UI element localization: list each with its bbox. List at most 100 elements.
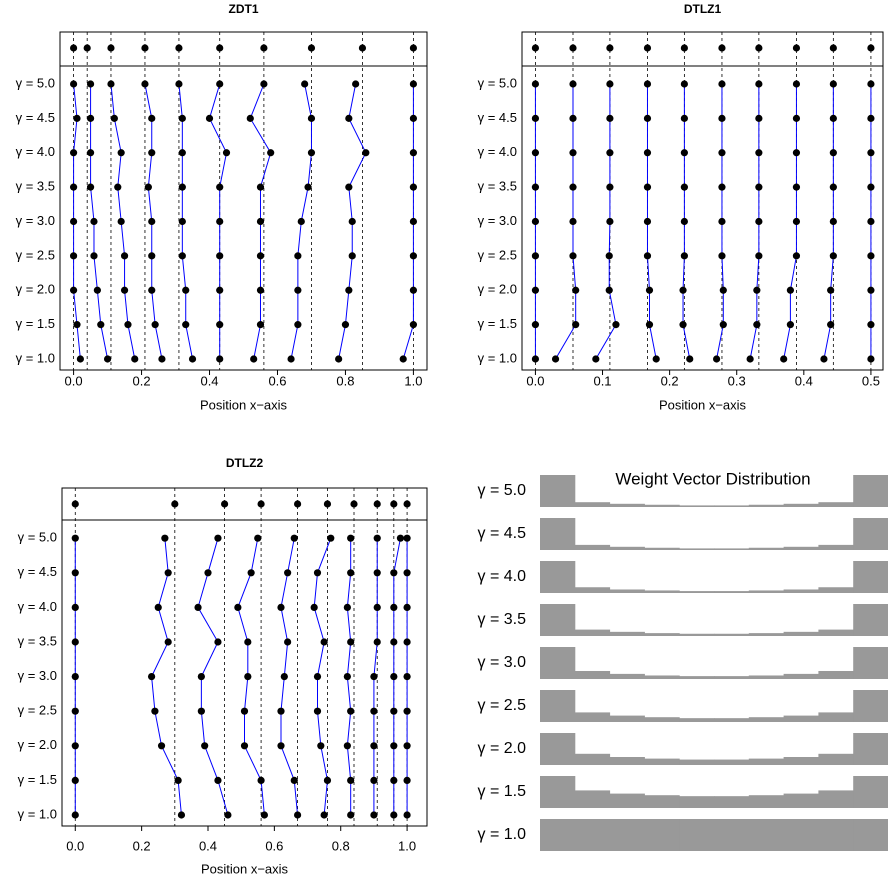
plot-box xyxy=(59,31,428,371)
panel-title: ZDT1 xyxy=(229,2,259,16)
point xyxy=(792,149,801,157)
point xyxy=(93,286,101,294)
weight-bar xyxy=(644,717,680,722)
point xyxy=(399,355,407,363)
point xyxy=(124,321,132,329)
reference-point xyxy=(409,44,418,52)
point xyxy=(712,355,721,363)
point xyxy=(307,149,316,157)
weight-bar xyxy=(540,561,576,593)
point xyxy=(214,776,222,785)
x-tick-label: 0.6 xyxy=(265,838,283,853)
point xyxy=(827,321,835,329)
point xyxy=(867,149,875,157)
point xyxy=(216,183,224,191)
point xyxy=(182,286,190,294)
x-tick-label: 0.2 xyxy=(133,373,151,388)
point xyxy=(256,183,265,191)
point xyxy=(151,321,159,329)
weight-bar xyxy=(714,796,750,808)
weight-bar xyxy=(783,793,819,808)
point xyxy=(194,603,202,612)
point xyxy=(390,811,398,819)
point xyxy=(178,217,186,226)
weight-bar xyxy=(748,590,785,593)
point xyxy=(867,114,875,122)
x-tick-label: 0.6 xyxy=(268,373,286,388)
row-label: γ = 2.5 xyxy=(478,697,527,714)
point xyxy=(569,149,577,157)
x-tick-label: 0.1 xyxy=(593,373,611,388)
reference-point xyxy=(718,44,726,52)
point xyxy=(244,673,252,681)
reference-point xyxy=(141,44,149,52)
column-line xyxy=(151,538,182,816)
point xyxy=(680,252,688,260)
row-label: γ = 1.5 xyxy=(16,316,55,331)
point xyxy=(120,286,129,294)
point xyxy=(348,217,356,226)
row-label: γ = 1.0 xyxy=(478,826,527,843)
point xyxy=(792,114,801,122)
point xyxy=(718,217,726,226)
point xyxy=(304,183,312,191)
weight-bar xyxy=(574,629,611,636)
point xyxy=(205,114,214,122)
point xyxy=(69,252,78,260)
x-tick-label: 0.4 xyxy=(199,838,217,853)
reference-point xyxy=(680,44,688,52)
x-axis-label: Position x−axis xyxy=(201,861,289,876)
weight-bar xyxy=(540,647,576,679)
x-tick-label: 0.8 xyxy=(332,838,350,853)
point xyxy=(76,355,84,363)
point xyxy=(531,217,540,226)
point xyxy=(409,149,418,157)
point xyxy=(755,149,763,157)
point xyxy=(147,673,156,681)
point xyxy=(390,742,398,750)
point xyxy=(284,638,292,646)
point xyxy=(569,80,577,88)
point xyxy=(867,183,875,191)
point xyxy=(531,355,540,363)
weight-bar xyxy=(574,544,611,550)
point xyxy=(246,114,254,122)
weight-bar xyxy=(609,631,645,636)
weight-bar xyxy=(783,631,819,636)
point xyxy=(114,183,122,191)
point xyxy=(290,776,298,785)
point xyxy=(69,149,78,157)
weight-bar xyxy=(714,676,750,679)
row-label: γ = 4.5 xyxy=(16,110,55,125)
point xyxy=(141,80,149,88)
point xyxy=(256,252,265,260)
weight-bar xyxy=(714,548,750,550)
point xyxy=(277,603,285,612)
point xyxy=(679,286,687,294)
point xyxy=(718,80,726,88)
point xyxy=(592,355,600,363)
point xyxy=(224,811,232,819)
point xyxy=(280,673,288,681)
row-label: γ = 2.0 xyxy=(478,282,517,297)
point xyxy=(680,80,688,88)
row-label: γ = 5.0 xyxy=(16,75,55,90)
point xyxy=(341,321,350,329)
row-label: γ = 1.0 xyxy=(478,350,517,365)
reference-point xyxy=(69,44,78,52)
point xyxy=(612,321,620,329)
row-label: γ = 4.5 xyxy=(478,525,527,542)
point xyxy=(71,638,79,646)
reference-point xyxy=(307,44,316,52)
point xyxy=(792,80,801,88)
point xyxy=(370,673,378,681)
point xyxy=(792,252,801,260)
weight-bar xyxy=(679,548,715,550)
row-label: γ = 1.5 xyxy=(478,316,517,331)
row-label: γ = 3.5 xyxy=(16,179,55,194)
reference-point xyxy=(350,500,358,508)
weight-bar xyxy=(609,757,645,765)
point xyxy=(718,149,726,157)
point xyxy=(753,286,761,294)
point xyxy=(373,638,381,646)
